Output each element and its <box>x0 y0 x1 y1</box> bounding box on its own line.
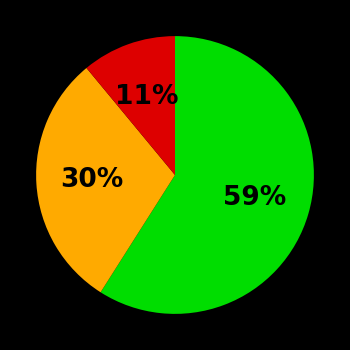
Text: 11%: 11% <box>115 84 178 110</box>
Text: 59%: 59% <box>223 185 287 211</box>
Wedge shape <box>86 36 175 175</box>
Wedge shape <box>100 36 314 314</box>
Wedge shape <box>36 68 175 292</box>
Text: 30%: 30% <box>60 167 124 193</box>
